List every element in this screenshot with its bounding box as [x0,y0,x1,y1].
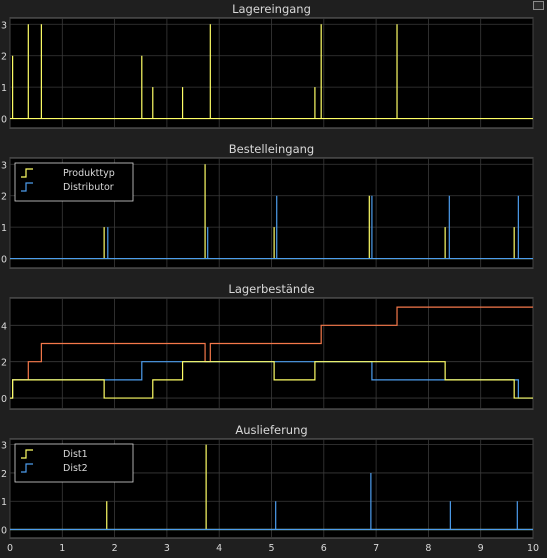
y-tick-label: 0 [1,394,7,405]
y-tick-label: 4 [1,321,7,332]
legend-swatch [21,449,33,459]
y-tick-label: 0 [1,255,7,266]
y-tick-label: 3 [1,20,7,31]
y-tick-label: 0 [1,115,7,126]
chart-title: Lagerbestände [228,282,314,296]
x-tick-label: 2 [112,543,118,554]
series-line [10,361,533,399]
x-tick-label: 8 [425,543,431,554]
x-tick-label: 3 [164,543,170,554]
y-tick-label: 2 [1,358,7,369]
chart-title: Auslieferung [235,423,307,437]
series-line [10,472,533,531]
legend-swatch [21,463,33,473]
x-tick-label: 7 [373,543,379,554]
y-tick-label: 1 [1,497,7,508]
legend-label: Dist2 [63,463,88,474]
chart-title: Bestelleingang [229,142,314,156]
legend-box [14,162,134,202]
series-line [10,24,533,120]
x-tick-label: 9 [478,543,484,554]
y-tick-label: 0 [1,526,7,537]
x-tick-label: 6 [321,543,327,554]
chart-title: Lagereingang [232,2,311,16]
legend-label: Produkttyp [63,168,115,179]
y-tick-label: 2 [1,52,7,63]
y-tick-label: 3 [1,441,7,452]
y-tick-label: 2 [1,469,7,480]
undock-icon[interactable] [533,1,544,10]
x-tick-label: 0 [7,543,13,554]
x-tick-label: 10 [527,543,539,554]
legend-label: Distributor [63,182,114,193]
legend-swatch [21,182,33,192]
x-tick-label: 1 [59,543,65,554]
x-tick-label: 4 [216,543,222,554]
y-tick-label: 2 [1,192,7,203]
legend-swatch [21,168,33,178]
y-tick-label: 1 [1,223,7,234]
legend-label: Dist1 [63,449,88,460]
x-tick-label: 5 [268,543,274,554]
y-tick-label: 3 [1,160,7,171]
series-line [10,195,533,260]
legend-box [14,443,134,483]
y-tick-label: 1 [1,83,7,94]
